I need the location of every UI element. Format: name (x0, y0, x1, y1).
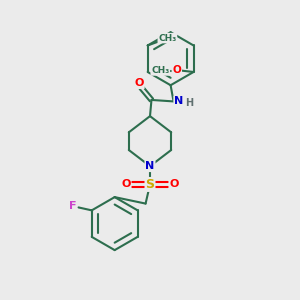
Text: N: N (146, 161, 154, 171)
Text: CH₃: CH₃ (151, 66, 169, 75)
Text: O: O (134, 78, 144, 88)
Text: H: H (185, 98, 193, 108)
Text: F: F (69, 201, 76, 211)
Text: CH₃: CH₃ (158, 34, 176, 43)
Text: O: O (169, 179, 179, 190)
Text: O: O (121, 179, 130, 190)
Text: N: N (174, 96, 184, 106)
Text: O: O (172, 65, 181, 76)
Text: S: S (146, 178, 154, 191)
